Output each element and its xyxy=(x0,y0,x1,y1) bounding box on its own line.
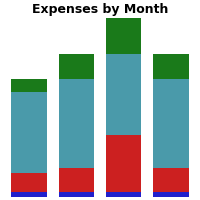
Bar xyxy=(11,92,47,173)
Bar xyxy=(153,192,189,197)
Bar xyxy=(106,135,141,192)
Bar xyxy=(153,54,189,79)
Bar xyxy=(59,192,94,197)
Bar xyxy=(106,192,141,197)
Bar xyxy=(59,168,94,192)
Title: Expenses by Month: Expenses by Month xyxy=(32,3,168,16)
Bar xyxy=(106,18,141,54)
Bar xyxy=(11,79,47,92)
Bar xyxy=(153,168,189,192)
Bar xyxy=(11,173,47,192)
Bar xyxy=(11,192,47,197)
Bar xyxy=(106,54,141,135)
Bar xyxy=(59,54,94,79)
Bar xyxy=(153,79,189,168)
Bar xyxy=(59,79,94,168)
